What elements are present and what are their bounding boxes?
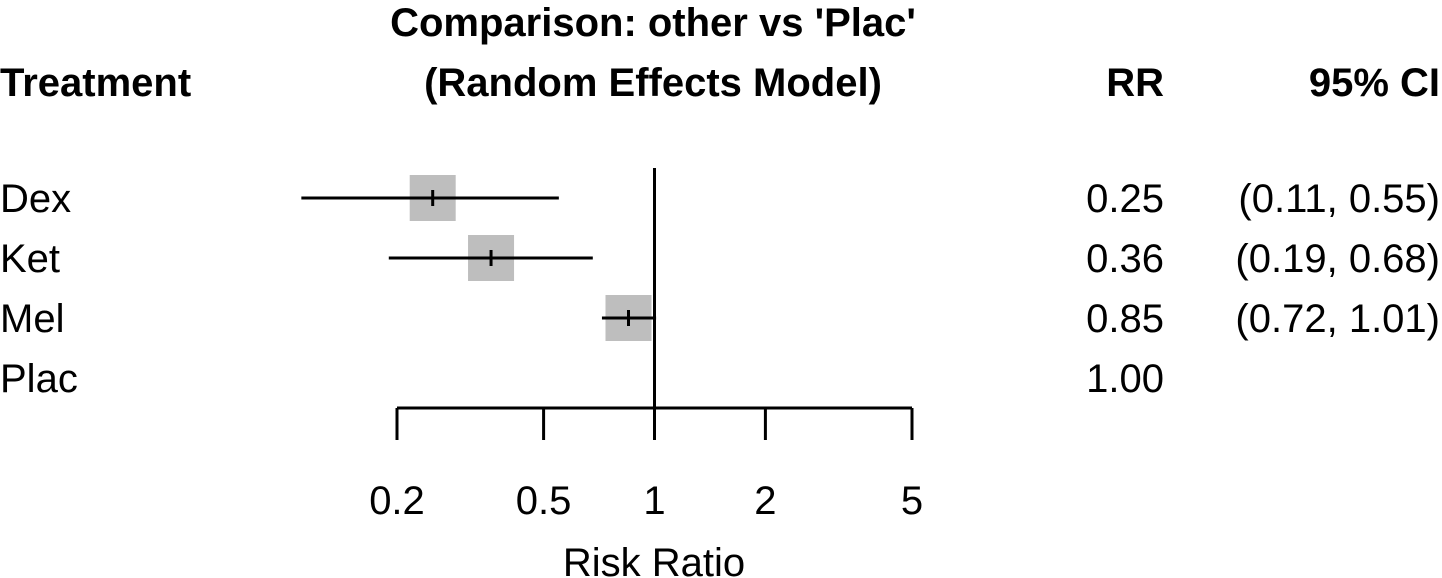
ci-value: (0.72, 1.01)	[1235, 297, 1440, 341]
treatment-label: Plac	[0, 357, 78, 401]
x-tick-label: 0.2	[369, 479, 425, 523]
treatment-label: Dex	[0, 177, 71, 221]
chart-title-line1: Comparison: other vs 'Plac'	[390, 1, 916, 45]
x-tick-label: 5	[901, 479, 923, 523]
rr-value: 0.25	[1086, 177, 1164, 221]
ci-value: (0.19, 0.68)	[1235, 237, 1440, 281]
x-tick-label: 2	[754, 479, 776, 523]
x-tick-label: 1	[643, 479, 665, 523]
rr-value: 0.36	[1086, 237, 1164, 281]
x-axis-label: Risk Ratio	[563, 541, 745, 578]
forest-rows: Dex 0.25 (0.11, 0.55) Ket 0.36 (0.19, 0.68) Me…	[0, 175, 1440, 401]
treatment-label: Ket	[0, 237, 60, 281]
rr-value: 0.85	[1086, 297, 1164, 341]
ci-value: (0.11, 0.55)	[1238, 177, 1440, 221]
column-header-treatment: Treatment	[0, 61, 191, 105]
x-tick-label: 0.5	[516, 479, 572, 523]
column-header-ci: 95% CI	[1309, 61, 1440, 105]
rr-value: 1.00	[1086, 357, 1164, 401]
chart-title-line2: (Random Effects Model)	[424, 61, 882, 105]
x-axis-ticks: 0.2 0.5 1 2 5	[369, 408, 923, 523]
column-header-rr: RR	[1106, 61, 1164, 105]
treatment-label: Mel	[0, 297, 64, 341]
